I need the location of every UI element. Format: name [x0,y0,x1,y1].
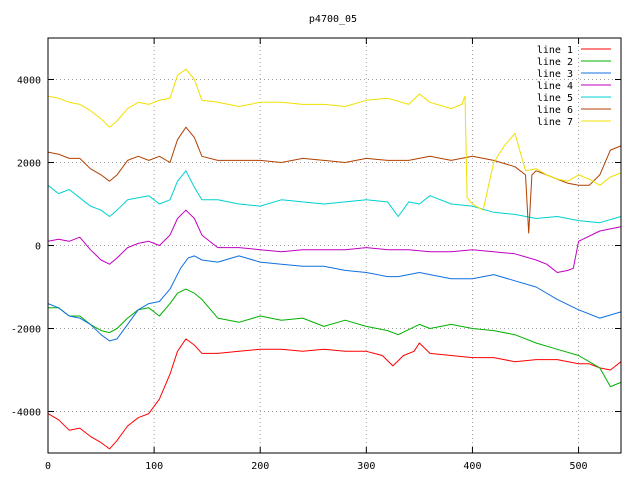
series-line-5 [47,170,622,224]
y-tick-label: -4000 [11,408,41,419]
series-line-4 [47,209,622,273]
y-tick-label: -2000 [11,325,41,336]
legend-label: line 3 [537,69,573,80]
x-tick-label: 200 [251,461,269,472]
x-tick-label: 300 [357,461,375,472]
series-line-6 [47,126,622,234]
x-tick-label: 0 [45,461,51,472]
legend-label: line 5 [537,93,573,104]
series-line-3 [47,255,622,342]
y-tick-label: 2000 [17,159,41,170]
axis-ticks: 0 100 200 300 400 500 -4000 -2000 0 2000 4000 [11,38,621,472]
series-line-7 [47,68,622,211]
y-tick-label: 0 [35,242,41,253]
series-line-1 [47,338,622,450]
x-tick-label: 100 [145,461,163,472]
legend-label: line 1 [537,45,573,56]
legend-label: line 6 [537,105,573,116]
chart-title: p4700_05 [309,14,357,25]
series-line-2 [48,288,622,388]
series-lines [47,68,622,450]
x-tick-label: 500 [570,461,588,472]
legend-label: line 7 [537,117,573,128]
legend-label: line 4 [537,81,573,92]
legend-label: line 2 [537,57,573,68]
y-tick-label: 4000 [17,76,41,87]
x-tick-label: 400 [463,461,481,472]
